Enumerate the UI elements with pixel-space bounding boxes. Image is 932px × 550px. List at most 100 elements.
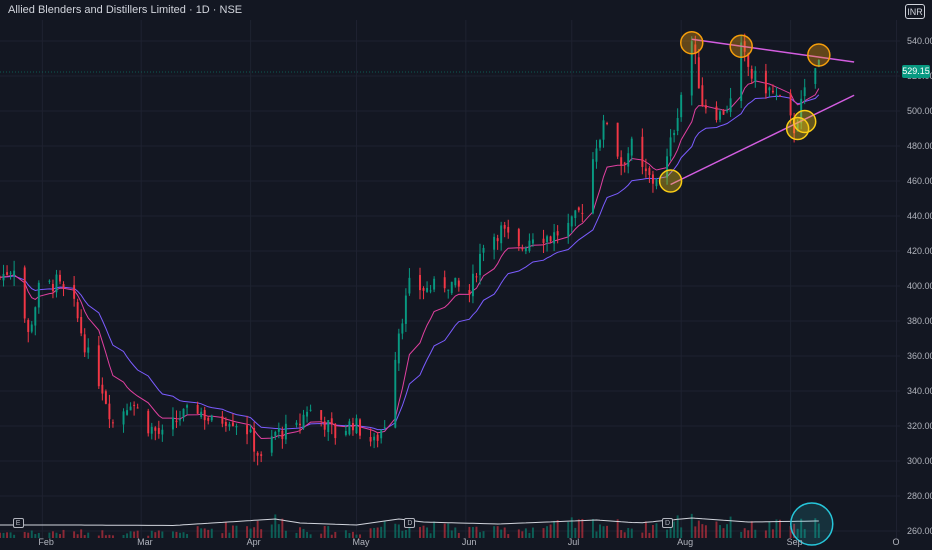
candle-body: [253, 428, 256, 452]
candle-body: [207, 417, 210, 421]
candle-body: [246, 425, 249, 435]
volume-bar: [80, 529, 83, 538]
trendlines[interactable]: [670, 38, 855, 186]
volume-bar: [299, 527, 301, 538]
volume-bar: [694, 526, 697, 538]
volume-bar: [556, 520, 559, 538]
candle-body: [249, 429, 252, 433]
volume-bar: [676, 515, 679, 538]
volume-bar: [740, 531, 743, 538]
candle-body: [719, 111, 721, 120]
volume-bar: [260, 529, 263, 538]
volume-bar: [221, 533, 224, 538]
candle-body: [147, 410, 150, 434]
volume-bar: [655, 523, 658, 538]
candle-body: [284, 423, 287, 440]
volume-bar: [126, 533, 129, 538]
y-tick-label: 420.00: [907, 246, 932, 256]
candle-body: [394, 359, 397, 428]
candle-body: [34, 307, 37, 326]
candle-body: [101, 384, 104, 394]
volume-bar: [295, 532, 298, 538]
candle-body: [295, 422, 298, 425]
ema-fast-line: [0, 80, 820, 440]
volume-bar: [507, 534, 510, 538]
candle-body: [373, 436, 376, 441]
volume-bar: [203, 528, 206, 538]
candle-body: [471, 273, 474, 297]
candle-body: [196, 404, 199, 414]
candle-body: [627, 153, 630, 167]
volume-bar: [817, 523, 820, 538]
currency-button[interactable]: INR: [905, 4, 925, 19]
event-marker[interactable]: D: [404, 518, 416, 528]
candle-body: [517, 229, 520, 246]
y-tick-label: 280.00: [907, 491, 932, 501]
volume-bar: [104, 535, 107, 538]
candle-body: [771, 90, 774, 93]
volume-bar: [83, 535, 86, 538]
candle-body: [482, 247, 485, 253]
volume-bar: [528, 532, 531, 538]
candle-body: [397, 333, 400, 364]
volume-bar: [334, 531, 337, 538]
volume-bar: [581, 518, 584, 538]
volume-bar: [726, 524, 729, 538]
volume-bar: [394, 523, 397, 538]
candle-body: [281, 430, 284, 440]
candle-body: [817, 59, 820, 68]
candle-body: [443, 277, 446, 289]
candle-body: [620, 157, 623, 167]
candle-body: [80, 316, 83, 334]
candle-body: [507, 226, 510, 233]
price-axis[interactable]: 260.00 280.00 300.00 320.00 340.00 360.00 380.…: [907, 36, 932, 536]
volume-bar: [327, 526, 330, 538]
volume-bar: [641, 532, 644, 538]
candle-body: [528, 240, 531, 251]
volume-bar: [549, 524, 552, 538]
candle-body: [179, 419, 181, 421]
volume-bar: [23, 531, 26, 538]
candle-body: [383, 427, 386, 429]
x-tick-label: Sep: [787, 537, 803, 547]
volume-bar: [380, 526, 383, 538]
candle-body: [549, 236, 552, 242]
volume-bar: [62, 529, 65, 538]
volume-bar: [673, 521, 676, 538]
candle-body: [224, 422, 227, 426]
volume-bar: [630, 528, 633, 538]
candle-body: [493, 236, 496, 250]
time-axis[interactable]: Feb Mar Apr May Jun Jul Aug Sep O: [38, 537, 899, 547]
volume-bar: [253, 527, 256, 538]
volume-bar: [531, 527, 534, 538]
volume-bar: [623, 532, 626, 538]
volume-bar: [602, 526, 605, 538]
volume-bar: [606, 525, 609, 538]
volume-bar: [111, 535, 114, 538]
event-marker[interactable]: E: [12, 518, 24, 528]
candle-body: [334, 423, 337, 439]
volume-bar: [101, 530, 104, 538]
volume-bar: [595, 531, 598, 538]
volume-bar: [591, 519, 594, 538]
volume-bar: [13, 534, 16, 538]
volume-bar: [256, 520, 259, 538]
ema-slow-line: [0, 94, 820, 431]
candle-body: [764, 70, 767, 94]
volume-bar: [574, 527, 577, 538]
volume-bar: [690, 513, 693, 538]
candle-body: [697, 57, 700, 89]
candle-body: [623, 162, 626, 164]
candle-body: [602, 120, 605, 140]
volume-bar: [73, 531, 76, 538]
y-tick-label: 540.00: [907, 36, 932, 46]
x-tick-label: O: [892, 537, 899, 547]
highlight-circles[interactable]: [658, 31, 834, 546]
candle-body: [161, 429, 164, 435]
candle-body: [676, 118, 679, 131]
volume-bar: [373, 527, 376, 538]
candle-body: [581, 212, 584, 214]
volume-bar: [447, 523, 450, 538]
event-marker[interactable]: D: [662, 518, 674, 528]
